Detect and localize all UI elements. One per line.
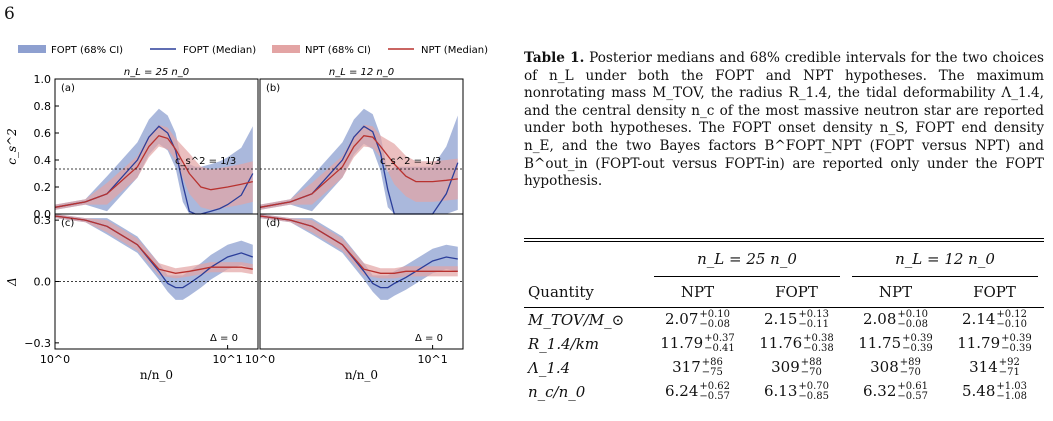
value-cell: 308 +89 −70 xyxy=(870,357,921,378)
legend-swatch xyxy=(18,45,46,53)
figure-panels: FOPT (68% CI) FOPT (Median) NPT (68% CI) NP… xyxy=(5,45,488,382)
y-axis-label: c_s^2 xyxy=(5,128,19,165)
value-cell: 2.14 +0.12 −0.10 xyxy=(961,309,1028,330)
value-cell: 6.32 +0.61 −0.57 xyxy=(862,381,929,402)
table-row: R_1.4/km 11.79 +0.37 −0.41 11.76 +0.38 −0.38 11… xyxy=(524,332,1044,356)
quantity-cell: R_1.4/km xyxy=(528,335,600,353)
value-cell: 6.13 +0.70 −0.85 xyxy=(763,381,830,402)
value-cell: 11.79 +0.39 −0.39 xyxy=(957,333,1032,354)
legend-label: FOPT (Median) xyxy=(183,45,256,56)
panel-letter: (c) xyxy=(61,218,74,229)
quantity-cell: M_TOV/M_⊙ xyxy=(528,311,625,329)
x-tick-label: 10^1 xyxy=(417,353,447,366)
x-axis-label: n/n_0 xyxy=(140,368,173,382)
panel-c: (c) Δ = 0 −0.3 0.0 0.3 Δ 10^0 10^1 n/n_0 xyxy=(5,213,259,382)
results-table: n_L = 25 n_0 n_L = 12 n_0 Quantity NPT F… xyxy=(524,238,1044,404)
caption-label: Table 1. xyxy=(524,50,585,66)
fopt-median-line xyxy=(54,125,254,215)
x-tick-label: 10^0 xyxy=(40,353,70,366)
y-tick-label: 0.3 xyxy=(34,214,52,227)
y-tick-label: 0.8 xyxy=(34,100,52,113)
panel-b: (b) c_s^2 = 1/3 n_L = 12 n_0 xyxy=(259,67,464,215)
table-row: n_c/n_0 6.24 +0.62 −0.57 6.13 +0.70 −0.85 6.32 +… xyxy=(524,380,1044,404)
table-caption: Table 1. Posterior medians and 68% credi… xyxy=(524,50,1044,191)
x-axis-label: n/n_0 xyxy=(345,368,378,382)
npt-ci-band xyxy=(55,214,253,279)
panel-letter: (a) xyxy=(61,83,75,94)
value-cell: 11.76 +0.38 −0.38 xyxy=(759,333,834,354)
panel-annotation: c_s^2 = 1/3 xyxy=(380,156,441,167)
col-header: NPT xyxy=(878,283,913,301)
panel-frame xyxy=(259,213,464,350)
npt-median-line xyxy=(54,215,253,274)
value-cell: 11.79 +0.37 −0.41 xyxy=(660,333,735,354)
quantity-cell: n_c/n_0 xyxy=(528,383,586,401)
caption-text: Posterior medians and 68% credible inter… xyxy=(524,50,1044,190)
col-header: NPT xyxy=(680,283,715,301)
page-number: 6 xyxy=(4,4,15,24)
table-row: Λ_1.4 317 +86 −75 309 +88 −70 308 +89 −70 314 +92 −7… xyxy=(524,356,1044,380)
value-cell: 2.08 +0.10 −0.08 xyxy=(862,309,929,330)
y-tick-label: 0.0 xyxy=(34,208,52,221)
y-tick-label: 0.2 xyxy=(34,181,52,194)
y-tick-label: −0.3 xyxy=(24,337,51,350)
value-cell: 6.24 +0.62 −0.57 xyxy=(664,381,731,402)
legend: FOPT (68% CI) FOPT (Median) NPT (68% CI) NP… xyxy=(18,45,488,56)
value-cell: 2.15 +0.13 −0.11 xyxy=(763,309,830,330)
x-tick-label: 10^1 xyxy=(212,353,242,366)
panel-annotation: Δ = 0 xyxy=(210,333,238,344)
y-tick-label: 0.0 xyxy=(34,276,52,289)
npt-median-line xyxy=(259,135,458,208)
group-header-25: n_L = 25 n_0 xyxy=(697,250,797,268)
legend-swatch xyxy=(272,45,300,53)
value-cell: 11.75 +0.39 −0.39 xyxy=(858,333,933,354)
fopt-ci-band xyxy=(55,214,253,300)
col-header: FOPT xyxy=(973,283,1016,301)
npt-ci-band xyxy=(260,124,458,210)
panel-d: (d) Δ = 0 10^0 10^1 n/n_0 xyxy=(245,213,464,382)
panel-letter: (b) xyxy=(266,83,280,94)
legend-label: NPT (68% CI) xyxy=(305,45,371,56)
npt-median-line xyxy=(54,134,253,208)
column-title: n_L = 25 n_0 xyxy=(124,67,189,78)
value-cell: 309 +88 −70 xyxy=(771,357,822,378)
group-header-12: n_L = 12 n_0 xyxy=(895,250,995,268)
npt-median-line xyxy=(259,215,458,274)
panel-annotation: Δ = 0 xyxy=(415,333,443,344)
y-tick-label: 1.0 xyxy=(34,73,52,86)
value-cell: 5.48 +1.03 −1.08 xyxy=(961,381,1028,402)
column-title: n_L = 12 n_0 xyxy=(329,67,394,78)
npt-ci-band xyxy=(260,214,458,279)
npt-ci-band xyxy=(55,124,253,210)
fopt-ci-band xyxy=(260,214,458,300)
value-cell: 2.07 +0.10 −0.08 xyxy=(664,309,731,330)
col-header: FOPT xyxy=(775,283,818,301)
y-tick-label: 0.6 xyxy=(34,127,52,140)
quantity-header: Quantity xyxy=(528,283,594,301)
y-axis-label: Δ xyxy=(5,277,19,287)
y-tick-label: 0.4 xyxy=(34,154,52,167)
legend-label: FOPT (68% CI) xyxy=(51,45,123,56)
panel-a: (a) c_s^2 = 1/3 n_L = 25 n_0 0.0 0.2 0.4 0.6 0.… xyxy=(5,67,259,221)
x-tick-label: 10^0 xyxy=(245,353,275,366)
panel-letter: (d) xyxy=(266,218,280,229)
value-cell: 317 +86 −75 xyxy=(672,357,723,378)
table-row: M_TOV/M_⊙ 2.07 +0.10 −0.08 2.15 +0.13 −0.11 2.0… xyxy=(524,308,1044,332)
quantity-cell: Λ_1.4 xyxy=(528,359,571,377)
value-cell: 314 +92 −71 xyxy=(969,357,1020,378)
legend-label: NPT (Median) xyxy=(421,45,488,56)
panel-annotation: c_s^2 = 1/3 xyxy=(175,156,236,167)
